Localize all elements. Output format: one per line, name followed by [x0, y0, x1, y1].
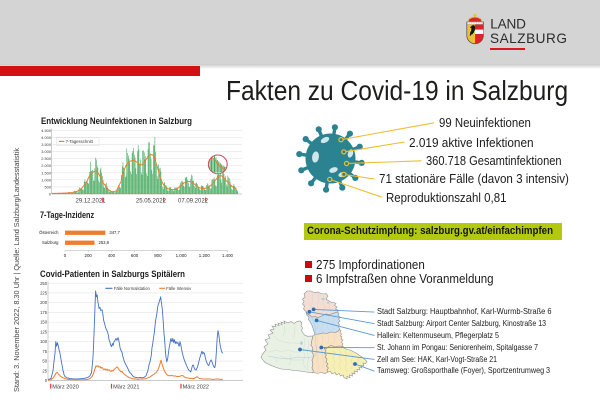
svg-text:347,7: 347,7 [109, 230, 120, 235]
svg-text:500: 500 [45, 184, 52, 189]
svg-text:200: 200 [85, 253, 93, 258]
svg-text:07.09.2022: 07.09.2022 [178, 198, 209, 204]
svg-text:1.000: 1.000 [176, 253, 188, 258]
svg-text:50: 50 [42, 359, 47, 364]
svg-text:100: 100 [40, 339, 48, 344]
svg-text:Salzburg: Salzburg [42, 240, 59, 245]
svg-text:1.200: 1.200 [199, 253, 211, 258]
svg-text:1.500: 1.500 [41, 170, 52, 175]
svg-text:März 2022: März 2022 [183, 385, 209, 391]
svg-text:0: 0 [64, 253, 67, 258]
svg-text:25: 25 [42, 368, 47, 373]
svg-text:225: 225 [40, 290, 48, 295]
svg-text:März 2020: März 2020 [52, 385, 78, 391]
svg-text:Österreich: Österreich [39, 230, 59, 235]
svg-text:2.500: 2.500 [41, 156, 52, 161]
svg-text:Fälle Normalstation: Fälle Normalstation [114, 286, 150, 291]
svg-text:März 2021: März 2021 [113, 385, 139, 391]
svg-text:3.500: 3.500 [41, 142, 52, 147]
svg-text:600: 600 [131, 253, 139, 258]
svg-text:75: 75 [42, 349, 47, 354]
svg-text:175: 175 [40, 310, 48, 315]
svg-text:0: 0 [45, 378, 48, 383]
svg-text:Fälle Intensiv: Fälle Intensiv [166, 286, 192, 291]
svg-text:250: 250 [40, 281, 48, 286]
svg-text:200: 200 [40, 300, 48, 305]
svg-text:125: 125 [40, 329, 48, 334]
svg-text:4.500: 4.500 [41, 128, 52, 133]
svg-text:29.12.2021: 29.12.2021 [75, 198, 106, 204]
svg-text:0: 0 [49, 191, 52, 196]
svg-text:1.000: 1.000 [41, 177, 52, 182]
svg-text:SALZBURG: SALZBURG [490, 31, 567, 46]
svg-text:25.05.2022: 25.05.2022 [136, 198, 167, 204]
svg-text:253,8: 253,8 [99, 240, 110, 245]
svg-text:1.400: 1.400 [222, 253, 234, 258]
svg-text:150: 150 [40, 320, 48, 325]
svg-text:800: 800 [154, 253, 162, 258]
svg-text:3.000: 3.000 [41, 149, 52, 154]
svg-text:LAND: LAND [490, 17, 526, 32]
svg-text:2.000: 2.000 [41, 163, 52, 168]
svg-text:7-Tagesschnitt: 7-Tagesschnitt [66, 139, 94, 144]
svg-text:400: 400 [108, 253, 116, 258]
svg-text:4.000: 4.000 [41, 135, 52, 140]
